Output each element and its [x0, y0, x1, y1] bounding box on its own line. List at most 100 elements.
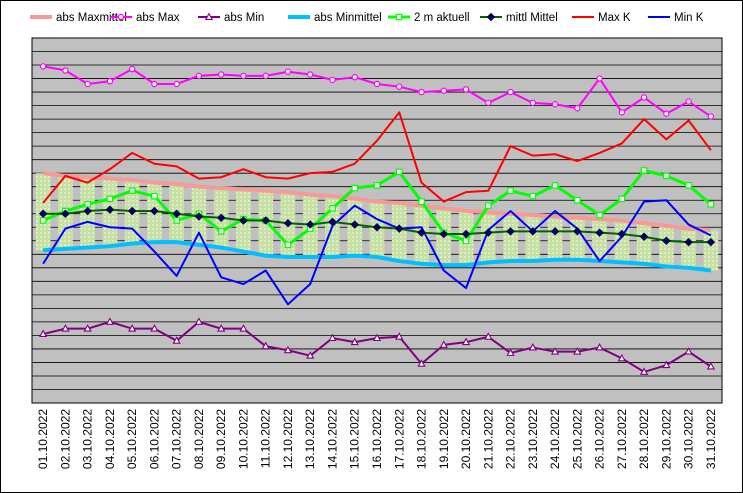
x-tick-label: 11.10.2022	[259, 409, 273, 468]
2-m-aktuell-point	[551, 182, 559, 189]
2-m-aktuell-point	[507, 187, 514, 195]
2-m-aktuell-point	[329, 205, 336, 212]
x-tick-label: 02.10.2022	[58, 409, 72, 469]
abs-max-point	[128, 65, 136, 73]
x-tick-label: 04.10.2022	[103, 409, 117, 469]
mittl-mittel-point	[417, 228, 426, 237]
x-tick-label: 29.10.2022	[659, 409, 673, 469]
abs-min-point	[372, 333, 382, 342]
mittl-mittel-point	[38, 209, 48, 218]
mittl-mittel-point	[617, 229, 627, 239]
2-m-aktuell-point	[217, 228, 225, 235]
2-m-aktuell-point	[128, 187, 136, 195]
series-line-abs-maxmittel	[42, 171, 711, 232]
mittl-mittel-point	[350, 220, 359, 229]
mittl-mittel-point	[127, 206, 137, 216]
abs-min-point	[283, 345, 293, 354]
abs-max-point	[707, 113, 715, 120]
2-m-aktuell-point	[663, 172, 670, 180]
2-m-aktuell-point	[574, 196, 581, 204]
x-axis-tick-labels: 01.10.2022 02.10.2022 03.10.2022 04.10.2022…	[36, 409, 718, 469]
x-tick-label: 18.10.2022	[415, 409, 429, 469]
2-m-aktuell-point	[529, 192, 537, 200]
2-m-aktuell-point	[596, 211, 603, 219]
abs-min-point	[484, 332, 493, 340]
legend-item-abs-min: abs Min	[198, 12, 264, 24]
abs-max-point	[663, 110, 670, 117]
mittl-mittel-point	[372, 223, 382, 232]
x-tick-label: 07.10.2022	[170, 409, 184, 469]
mittl-mittel-point	[105, 205, 115, 214]
mittl-mittel-point	[395, 224, 404, 233]
band-bar	[547, 216, 563, 260]
abs-max-point	[551, 101, 559, 108]
band-bar	[592, 219, 607, 262]
legend-label: abs Maxmittel	[56, 12, 127, 24]
abs-max-point	[440, 87, 447, 94]
band-bar	[659, 225, 674, 267]
abs-min-point	[528, 343, 537, 351]
x-tick-label: 08.10.2022	[192, 409, 206, 469]
legend-item-abs-minmittel: abs Minmittel	[288, 12, 382, 24]
abs-min-point	[217, 324, 226, 332]
mittl-mittel-point	[550, 227, 560, 236]
mittl-mittel-point	[328, 217, 337, 227]
2-m-aktuell-point	[39, 217, 47, 224]
legend-item-max-k: Max K	[572, 12, 631, 24]
legend-item-min-k: Min K	[648, 12, 704, 24]
mittl-mittel-point	[573, 227, 582, 236]
abs-min-point	[639, 367, 649, 375]
x-tick-label: 25.10.2022	[570, 409, 584, 469]
mittl-mittel-point	[684, 237, 693, 247]
abs-max-point	[62, 67, 69, 74]
mittl-mittel-point	[461, 229, 471, 239]
mittl-mittel-point	[639, 232, 649, 241]
abs-max-point	[373, 80, 381, 88]
x-tick-label: 31.10.2022	[704, 409, 718, 469]
abs-max-point	[640, 94, 648, 101]
2-m-aktuell-point	[418, 198, 425, 205]
abs-min-point	[461, 337, 471, 346]
x-tick-label: 14.10.2022	[325, 409, 339, 469]
legend-label: Min K	[674, 12, 704, 24]
x-tick-label: 17.10.2022	[392, 409, 406, 469]
mittl-mittel-point	[61, 209, 70, 218]
abs-max-point	[396, 83, 403, 90]
series-line-min-k	[42, 199, 712, 306]
abs-min-point	[38, 329, 48, 338]
abs-max-point	[618, 109, 626, 116]
2-m-aktuell-point	[484, 202, 492, 209]
abs-min-point	[105, 317, 115, 325]
abs-min-point	[506, 348, 515, 356]
abs-min-point	[662, 360, 671, 369]
legend-label: mittl Mittel	[506, 12, 558, 24]
abs-max-point	[596, 75, 603, 82]
series-min-k	[42, 199, 712, 306]
legend-label: abs Minmittel	[314, 12, 382, 24]
abs-max-point	[284, 68, 292, 75]
2-m-aktuell-point	[685, 182, 692, 189]
2-m-aktuell-point	[707, 200, 715, 208]
abs-max-point	[574, 105, 581, 112]
abs-min-point	[172, 336, 181, 344]
2-m-aktuell-point	[351, 184, 359, 192]
series-abs-min	[38, 317, 716, 375]
abs-min-point	[194, 317, 204, 325]
series-mittl-mittel	[38, 205, 716, 247]
band-bar	[681, 228, 696, 268]
legend-label: 2 m aktuell	[414, 12, 470, 24]
x-tick-label: 03.10.2022	[81, 409, 95, 469]
mittl-mittel-point	[595, 228, 604, 237]
2-m-aktuell-point	[84, 200, 91, 208]
mittl-mittel-point	[172, 209, 181, 218]
abs-max-point	[418, 88, 425, 96]
series-max-k	[42, 111, 712, 204]
series-2-m-aktuell	[39, 167, 715, 249]
mittl-mittel-point	[283, 218, 293, 228]
abs-min-point	[261, 341, 270, 350]
abs-max-point	[106, 78, 114, 85]
gridlines	[32, 51, 722, 390]
x-tick-label: 22.10.2022	[504, 409, 518, 469]
series-abs-maxmittel	[42, 171, 711, 232]
